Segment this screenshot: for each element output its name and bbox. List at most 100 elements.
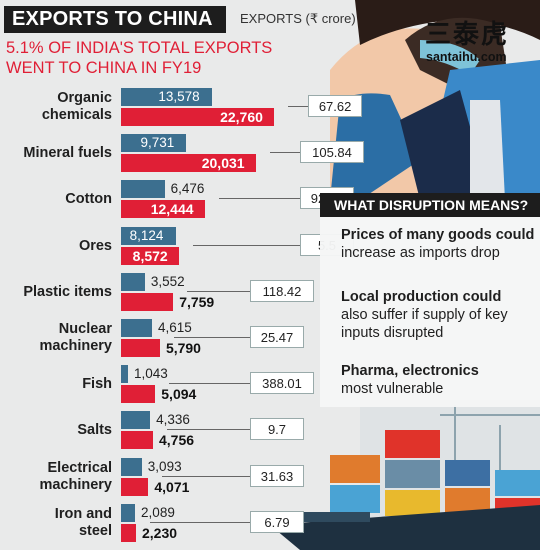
value-label-fy18: 4,336 bbox=[156, 412, 190, 428]
bar-fy19 bbox=[121, 108, 275, 126]
value-label-fy19: 7,759 bbox=[179, 293, 215, 310]
value-label-fy18: 3,093 bbox=[147, 458, 182, 474]
growth-value: 388.01 bbox=[250, 372, 314, 395]
point-1-text: increase as imports drop bbox=[341, 245, 500, 261]
growth-connector bbox=[192, 244, 300, 246]
category-label-line: Electrical bbox=[47, 459, 113, 476]
bar-fy18 bbox=[121, 319, 153, 337]
category-label-line: Fish bbox=[82, 376, 112, 393]
bar-fy18 bbox=[121, 88, 213, 106]
value-label-fy18: 13,578 bbox=[158, 89, 200, 104]
category-label: Organic chemicals bbox=[42, 90, 112, 124]
growth-connector bbox=[166, 429, 250, 431]
category-label-line: machinery bbox=[39, 476, 112, 493]
value-label-fy19: 8,572 bbox=[132, 247, 168, 264]
value-label-fy19: 5,094 bbox=[161, 386, 197, 403]
category-label: Plastic items bbox=[23, 284, 112, 301]
subtitle-line-1: 5.1% OF INDIA'S TOTAL EXPORTS bbox=[6, 39, 273, 57]
bar-fy18 bbox=[121, 226, 176, 245]
category-label-line: machinery bbox=[39, 338, 112, 354]
point-3-bold: Pharma, electronics bbox=[341, 363, 479, 379]
disruption-panel bbox=[320, 217, 540, 407]
panel-point-1: Prices of many goods could increase as i… bbox=[341, 226, 539, 262]
category-label: Iron and steel bbox=[55, 506, 112, 540]
bar-fy19 bbox=[121, 292, 174, 311]
category-label-line: Salts bbox=[77, 422, 112, 439]
growth-value: 6.79 bbox=[250, 510, 304, 533]
growth-value: 105.84 bbox=[300, 141, 364, 164]
value-label-fy18: 1,043 bbox=[134, 366, 168, 382]
growth-connector bbox=[150, 521, 250, 523]
watermark-url: santaihu.com bbox=[426, 50, 507, 64]
category-label: Nuclear machinery bbox=[39, 321, 112, 355]
value-label-fy19: 2,230 bbox=[142, 524, 178, 541]
bar-fy19 bbox=[121, 431, 153, 450]
point-2-text: also suffer if supply of key inputs disr… bbox=[341, 307, 508, 341]
bar-fy18 bbox=[121, 365, 129, 384]
growth-connector bbox=[173, 337, 250, 338]
value-label-fy18: 8,124 bbox=[129, 227, 164, 243]
chart-subtitle: 5.1% OF INDIA'S TOTAL EXPORTS WENT TO CH… bbox=[6, 38, 306, 78]
value-label-fy19: 4,756 bbox=[158, 432, 195, 449]
growth-connector bbox=[162, 475, 250, 477]
category-label-line: Plastic items bbox=[23, 283, 112, 300]
bar-fy19 bbox=[121, 339, 160, 357]
category-label-line: Cotton bbox=[65, 191, 112, 208]
category-label-line: Organic bbox=[57, 90, 112, 106]
point-1-bold: Prices of many goods could bbox=[341, 227, 535, 243]
people-illustration bbox=[330, 0, 540, 200]
value-label-fy18: 2,089 bbox=[141, 504, 175, 520]
category-label: Ores bbox=[79, 238, 112, 255]
category-label: Cotton bbox=[65, 191, 112, 208]
value-label-fy19: 5,790 bbox=[165, 340, 201, 356]
category-label-line: Iron and bbox=[54, 505, 112, 522]
category-label: Salts bbox=[77, 422, 112, 439]
bar-fy19 bbox=[121, 385, 156, 404]
value-label-fy19: 12,444 bbox=[150, 201, 194, 218]
point-3-text: most vulnerable bbox=[341, 381, 444, 397]
growth-connector bbox=[187, 290, 250, 292]
watermark-logo: 三泰虎 bbox=[425, 19, 510, 49]
panel-point-3: Pharma, electronics most vulnerable bbox=[341, 362, 539, 398]
category-label: Electrical machinery bbox=[39, 460, 112, 494]
growth-value: 118.42 bbox=[250, 279, 314, 302]
category-label: Mineral fuels bbox=[23, 145, 112, 162]
chart-title: EXPORTS TO CHINA bbox=[4, 6, 226, 33]
growth-connector bbox=[269, 152, 300, 154]
growth-connector bbox=[169, 383, 250, 385]
growth-connector bbox=[288, 106, 309, 107]
category-label-line: steel bbox=[78, 522, 112, 539]
category-label-line: Mineral fuels bbox=[23, 145, 112, 162]
bar-fy18 bbox=[121, 134, 187, 153]
bar-fy19 bbox=[121, 154, 256, 173]
unit-label: EXPORTS (₹ crore) bbox=[240, 11, 356, 26]
point-2-bold: Local production could bbox=[341, 289, 502, 305]
category-label-line: Ores bbox=[78, 237, 112, 254]
bar-fy19 bbox=[121, 523, 136, 542]
bar-fy19 bbox=[121, 246, 179, 265]
panel-point-2: Local production could also suffer if su… bbox=[341, 288, 539, 342]
subtitle-line-2: WENT TO CHINA IN FY19 bbox=[6, 59, 202, 77]
growth-connector bbox=[218, 198, 300, 200]
category-label: Fish bbox=[82, 376, 112, 393]
port-illustration bbox=[270, 400, 540, 550]
growth-value: 25.47 bbox=[250, 326, 304, 348]
bar-fy18 bbox=[121, 503, 136, 522]
value-label-fy19: 22,760 bbox=[220, 109, 263, 125]
value-label-fy18: 6,476 bbox=[170, 181, 205, 197]
value-label-fy18: 9,731 bbox=[140, 135, 175, 151]
bar-fy18 bbox=[121, 457, 142, 476]
value-label-fy18: 3,552 bbox=[150, 273, 185, 289]
bar-fy18 bbox=[121, 180, 165, 199]
panel-title: WHAT DISRUPTION MEANS? bbox=[320, 193, 540, 217]
growth-value: 67.62 bbox=[308, 95, 363, 117]
bar-fy18 bbox=[121, 411, 151, 430]
value-label-fy19: 20,031 bbox=[201, 155, 245, 172]
growth-value: 31.63 bbox=[250, 464, 304, 487]
value-label-fy19: 4,071 bbox=[154, 478, 190, 495]
category-label-line: Nuclear bbox=[58, 321, 112, 337]
bar-fy19 bbox=[121, 477, 149, 496]
bar-fy19 bbox=[121, 200, 205, 219]
